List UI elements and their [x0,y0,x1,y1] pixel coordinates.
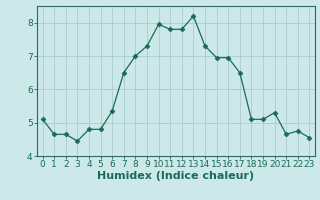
X-axis label: Humidex (Indice chaleur): Humidex (Indice chaleur) [97,171,255,181]
